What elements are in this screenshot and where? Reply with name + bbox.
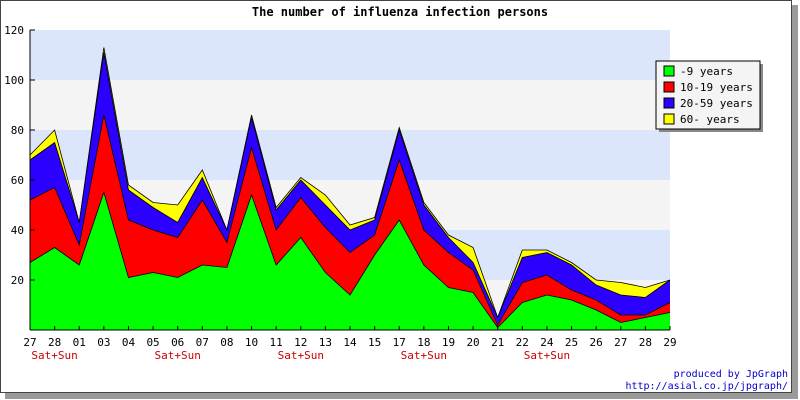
x-tick-label: 28 xyxy=(48,336,61,349)
legend-label: -9 years xyxy=(680,65,733,78)
legend-swatch xyxy=(663,65,675,77)
x-tick-label: 25 xyxy=(565,336,578,349)
area-outline-10-19 years xyxy=(29,114,671,326)
x-tick-label: 22 xyxy=(516,336,529,349)
axes: 20 40 60 80 100 120 27 28 01 03 04 05 06 07 08 10 11 12 13… xyxy=(4,24,677,362)
x-tick-label: 14 xyxy=(343,336,357,349)
x-tick-label: 11 xyxy=(270,336,283,349)
weekend-label: Sat+Sun xyxy=(31,349,77,362)
x-tick-label: 19 xyxy=(442,336,455,349)
legend: -9 years 10-19 years 20-59 years 60- years xyxy=(655,60,763,132)
x-tick-label: 03 xyxy=(97,336,110,349)
x-tick-label: 27 xyxy=(23,336,36,349)
area-outline-60- years xyxy=(29,47,671,319)
grid-band xyxy=(30,30,670,80)
y-tick-label: 20 xyxy=(11,274,24,287)
legend-swatch xyxy=(663,97,675,109)
credits-line-2[interactable]: http://asial.co.jp/jpgraph/ xyxy=(625,381,788,392)
y-tick-label: 120 xyxy=(4,24,24,37)
x-tick-label: 28 xyxy=(639,336,652,349)
series-areas xyxy=(29,47,671,330)
x-tick-label: 07 xyxy=(196,336,209,349)
x-tick-label: 17 xyxy=(393,336,406,349)
x-tick-label: 08 xyxy=(220,336,233,349)
x-tick-label: 29 xyxy=(663,336,676,349)
frame-shadow-bottom xyxy=(5,393,798,399)
x-tick-label: 01 xyxy=(73,336,86,349)
legend-label: 20-59 years xyxy=(680,97,753,110)
area-outline--9 years xyxy=(29,191,671,329)
legend-swatch xyxy=(663,113,675,125)
y-tick-label: 100 xyxy=(4,74,24,87)
legend-label: 60- years xyxy=(680,113,740,126)
x-tick-label: 18 xyxy=(417,336,430,349)
credits-line-1: produced by JpGraph xyxy=(674,369,788,380)
y-tick-label: 40 xyxy=(11,224,24,237)
frame-shadow-right xyxy=(792,5,798,398)
weekend-label: Sat+Sun xyxy=(401,349,447,362)
legend-label: 10-19 years xyxy=(680,81,753,94)
weekend-label: Sat+Sun xyxy=(278,349,324,362)
x-tick-label: 05 xyxy=(146,336,159,349)
x-tick-label: 15 xyxy=(368,336,381,349)
area-outline-20-59 years xyxy=(29,52,671,319)
legend-swatch xyxy=(663,81,675,93)
grid-band xyxy=(30,80,670,130)
x-tick-label: 24 xyxy=(540,336,554,349)
x-tick-label: 20 xyxy=(466,336,479,349)
weekend-label: Sat+Sun xyxy=(155,349,201,362)
x-tick-label: 26 xyxy=(590,336,603,349)
area--9 years xyxy=(30,192,670,330)
weekend-label: Sat+Sun xyxy=(524,349,570,362)
x-tick-label: 10 xyxy=(245,336,258,349)
chart-title: The number of influenza infection person… xyxy=(252,5,548,19)
x-tick-label: 27 xyxy=(614,336,627,349)
x-tick-label: 21 xyxy=(491,336,504,349)
x-tick-label: 06 xyxy=(171,336,184,349)
grid-band xyxy=(30,130,670,180)
y-tick-label: 80 xyxy=(11,124,24,137)
x-tick-label: 04 xyxy=(122,336,136,349)
area-20-59 years xyxy=(30,52,670,325)
y-tick-label: 60 xyxy=(11,174,24,187)
x-tick-label: 13 xyxy=(319,336,332,349)
x-tick-label: 12 xyxy=(294,336,307,349)
